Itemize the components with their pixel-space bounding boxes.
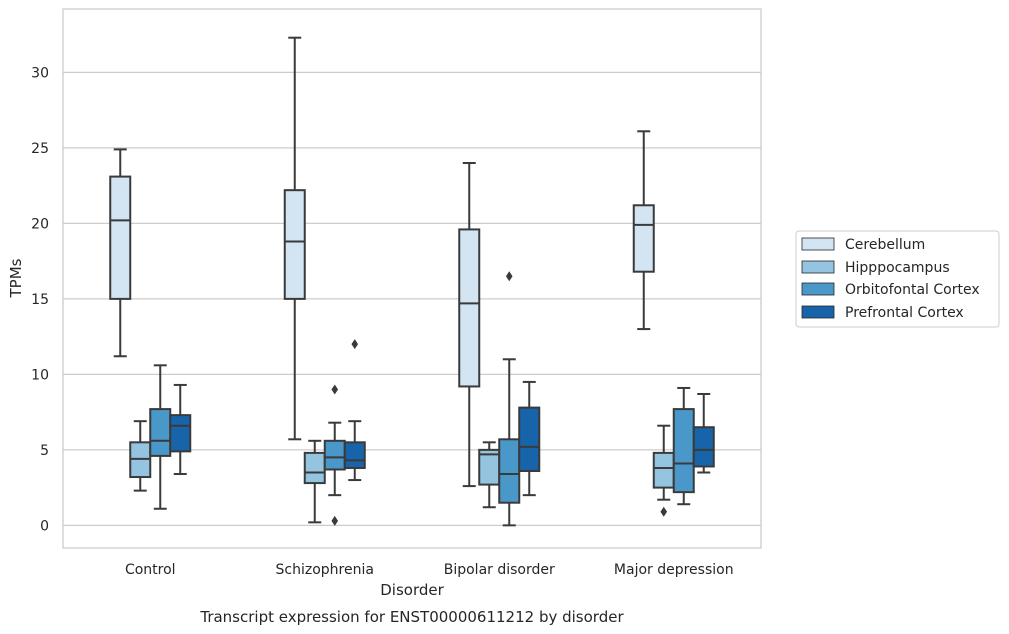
box-hipppocampus-major-depression — [652, 451, 675, 489]
box-cerebellum-schizophrenia — [283, 189, 306, 300]
box-orbitofontal-cortex-control — [149, 408, 172, 457]
legend-frame — [795, 230, 1000, 328]
box-group-bipolar-disorder — [458, 162, 541, 527]
x-tick-label-schizophrenia: Schizophrenia — [276, 562, 374, 578]
y-tick-label: 0 — [40, 518, 49, 534]
outlier-orbitofontal-cortex-bipolar-disorder — [505, 271, 513, 282]
chart-caption: Transcript expression for ENST0000061121… — [199, 608, 624, 626]
legend-swatch-prefrontal-cortex — [801, 305, 835, 319]
box-group-major-depression — [632, 130, 715, 517]
legend-swatch-orbitofrontal-cortex — [801, 282, 835, 296]
y-tick-label: 25 — [31, 141, 49, 157]
outlier-prefrontal-cortex-schizophrenia — [351, 339, 359, 350]
legend-label-orbitofrontal-cortex: Orbitofontal Cortex — [845, 282, 980, 298]
box-prefrontal-cortex-major-depression — [692, 426, 715, 468]
legend-label-hippocampus: Hipppocampus — [845, 260, 950, 276]
legend-label-prefrontal-cortex: Prefrontal Cortex — [845, 305, 964, 321]
box-group-schizophrenia — [283, 36, 366, 526]
y-tick-label: 15 — [31, 292, 49, 308]
box-prefrontal-cortex-bipolar-disorder — [518, 406, 541, 472]
plot-area-frame — [62, 8, 762, 549]
box-cerebellum-bipolar-disorder — [458, 228, 481, 388]
y-axis-label: TPMs — [7, 258, 25, 298]
outlier-orbitofontal-cortex-schizophrenia — [331, 515, 339, 526]
box-orbitofontal-cortex-major-depression — [672, 408, 695, 494]
y-tick-label: 5 — [40, 443, 49, 459]
outlier-hipppocampus-major-depression — [660, 506, 668, 517]
box-cerebellum-major-depression — [632, 204, 655, 273]
box-groups — [109, 36, 715, 527]
outlier-orbitofontal-cortex-schizophrenia — [331, 384, 339, 395]
legend-swatch-hippocampus — [801, 260, 835, 274]
box-group-control — [109, 148, 192, 510]
y-tick-label: 30 — [31, 65, 49, 81]
legend: Cerebellum Hipppocampus Orbitofontal Cor… — [795, 230, 1000, 328]
box-prefrontal-cortex-schizophrenia — [343, 441, 366, 469]
legend-label-cerebellum: Cerebellum — [845, 237, 925, 253]
box-cerebellum-control — [109, 175, 132, 300]
x-tick-label-major-depression: Major depression — [614, 562, 734, 578]
x-axis-label: Disorder — [380, 581, 444, 599]
legend-swatch-cerebellum — [801, 237, 835, 251]
y-tick-labels: 0 5 10 15 20 25 30 — [31, 65, 49, 534]
box-orbitofontal-cortex-schizophrenia — [323, 439, 346, 471]
box-hipppocampus-schizophrenia — [303, 451, 326, 485]
x-tick-labels: Control Schizophrenia Bipolar disorder Majo… — [125, 562, 734, 578]
y-tick-label: 20 — [31, 216, 49, 232]
box-orbitofontal-cortex-bipolar-disorder — [498, 438, 521, 504]
x-tick-label-bipolar-disorder: Bipolar disorder — [444, 562, 555, 578]
y-tick-label: 10 — [31, 367, 49, 383]
x-tick-label-control: Control — [125, 562, 176, 578]
box-prefrontal-cortex-control — [169, 414, 192, 453]
